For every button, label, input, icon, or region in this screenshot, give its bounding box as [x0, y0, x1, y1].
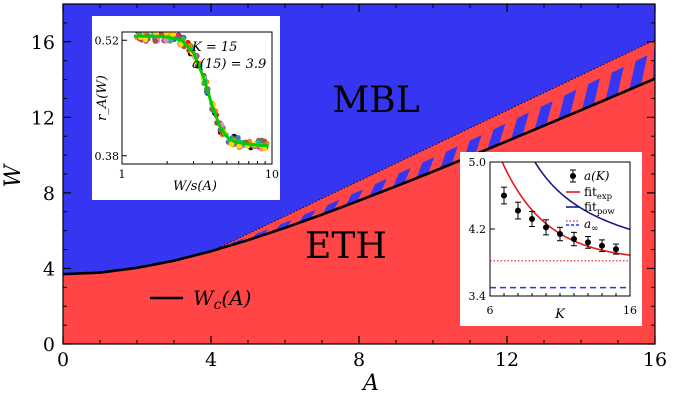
y-tick-label: 16	[31, 32, 55, 54]
inset1-point	[260, 138, 267, 144]
band-stripe	[640, 51, 655, 86]
band-stripe	[569, 84, 589, 116]
inset2-data-points	[501, 186, 619, 255]
band-stripe	[629, 55, 648, 91]
inset2-y-tick-label: 5.0	[469, 156, 487, 169]
region-label-mbl: MBL	[332, 80, 419, 121]
x-tick-label: 4	[205, 349, 217, 371]
inset2-background	[460, 152, 642, 326]
x-tick-label: 12	[495, 349, 519, 371]
inset1-x-label: W/s(A)	[173, 179, 217, 194]
inset2-axis-ticks: 6 16 5.0 4.2 3.4	[469, 156, 638, 317]
band-stripe	[415, 157, 435, 180]
inset2-point	[501, 192, 507, 199]
inset1-y-tick-label: 0.52	[95, 34, 120, 47]
inset1-frame	[121, 31, 273, 165]
inset1-point	[169, 32, 176, 38]
inset1-y-tick-label: 0.38	[95, 150, 120, 163]
inset-top-left: 1 10 0.52 0.38 K = 15 a(15) = 3.9 W/s(A) r_…	[92, 16, 280, 200]
inset2-point	[529, 215, 535, 222]
fit-pow-curve	[534, 162, 630, 231]
band-stripe	[368, 178, 387, 198]
region-label-eth: ETH	[305, 226, 387, 267]
legend-label-wc: Wc(A)	[193, 286, 251, 313]
band-stripe	[605, 66, 624, 101]
legend-label-a: a(K)	[584, 169, 610, 183]
band-stripe	[344, 189, 364, 207]
y-tick-label: 8	[43, 183, 55, 205]
inset2-point	[557, 231, 563, 238]
band-stripe	[487, 123, 506, 151]
band-stripe	[534, 101, 553, 131]
band-stripe	[380, 173, 399, 194]
band-stripe	[546, 95, 565, 126]
inset2-point	[543, 224, 549, 231]
band-stripe	[498, 118, 518, 146]
band-stripe	[617, 61, 636, 96]
inset1-point	[152, 38, 159, 44]
inset2-y-tick-label: 4.2	[469, 223, 487, 236]
inset2-point	[613, 246, 619, 253]
lower-boundary-dotted	[210, 39, 655, 252]
inset1-point	[142, 36, 149, 43]
inset1-x-tick-label: 10	[265, 168, 279, 181]
inset2-point	[599, 242, 605, 249]
band-stripe	[522, 106, 541, 136]
band-stripe	[392, 167, 411, 189]
band-stripe	[581, 78, 601, 111]
inset1-point	[163, 37, 169, 43]
band-stripe	[593, 72, 612, 106]
band-stripe	[356, 184, 376, 203]
inset1-annotation-k: K = 15	[191, 40, 237, 55]
inset1-y-label: r_A(W)	[95, 75, 110, 121]
band-stripe	[404, 162, 423, 184]
x-tick-label: 8	[353, 349, 365, 371]
inset1-point	[152, 32, 159, 36]
wc-curve	[63, 77, 655, 276]
inset1-axis-ticks: 1 10 0.52 0.38	[95, 34, 280, 181]
inset-bottom-right: 6 165.04.23.4 K a(K) fitexp fitpow a∞	[460, 152, 642, 326]
inset2-x-tick-label: 6	[487, 304, 494, 317]
band-stripe	[475, 129, 494, 156]
inset2-point	[571, 236, 577, 243]
y-tick-label: 0	[43, 334, 55, 356]
inset1-point	[236, 143, 243, 149]
inset1-point	[228, 141, 235, 148]
inset2-x-tick-label: 16	[623, 304, 637, 317]
inset1-point	[163, 32, 170, 36]
band-stripe	[333, 194, 352, 212]
inset1-x-tick-label: 1	[119, 168, 126, 181]
inset2-point	[585, 239, 591, 246]
inset1-fit-curve	[133, 34, 269, 148]
x-tick-label: 16	[643, 349, 667, 371]
band-stripe	[439, 146, 459, 170]
x-tick-label: 0	[57, 349, 69, 371]
main-legend: Wc(A)	[150, 286, 251, 313]
x-axis-label: A	[361, 371, 379, 395]
band-stripe	[427, 151, 447, 175]
inset2-y-tick-label: 3.4	[469, 290, 487, 303]
band-stripe	[510, 112, 530, 141]
inset2-point	[515, 207, 521, 214]
y-axis-label: W	[1, 162, 26, 187]
inset2-x-label: K	[554, 307, 566, 322]
y-tick-label: 12	[31, 107, 55, 129]
y-tick-label: 4	[43, 258, 55, 280]
band-stripe	[558, 89, 577, 121]
inset1-annotation-a: a(15) = 3.9	[192, 57, 266, 72]
